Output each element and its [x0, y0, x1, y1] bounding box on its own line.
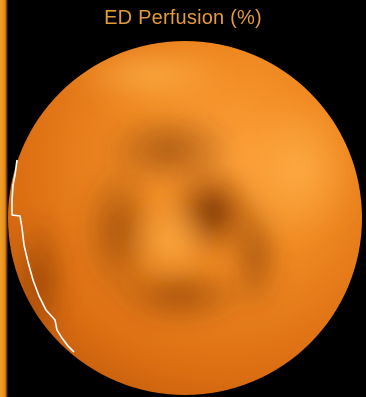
bright-top: [70, 45, 230, 105]
contour-line: [11, 159, 75, 353]
dark-ring-lower: [110, 263, 250, 327]
dark-left-rim: [10, 210, 70, 350]
left-edge-bar: [0, 0, 8, 397]
bright-upper-right: [245, 100, 355, 240]
map-title: ED Perfusion (%): [104, 7, 262, 29]
light-inner-patch: [130, 202, 210, 278]
